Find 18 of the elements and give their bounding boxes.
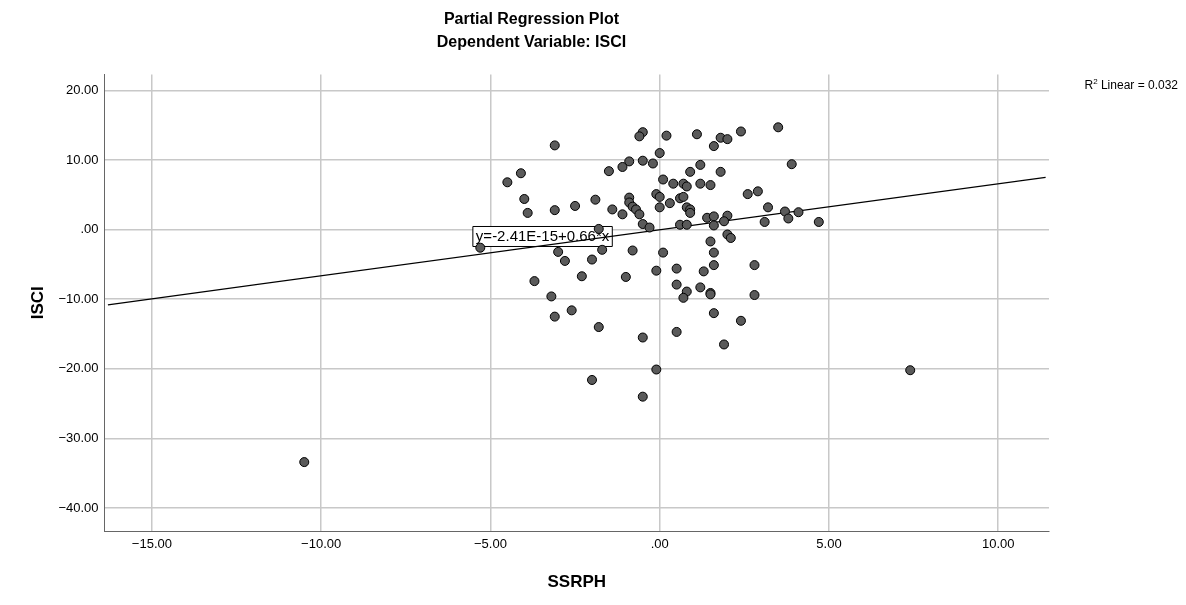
x-tick-label: −10.00 <box>301 536 342 552</box>
x-tick-label: 10.00 <box>981 536 1015 552</box>
y-tick-label: .00 <box>80 221 99 237</box>
x-tick-label: −15.00 <box>131 536 172 552</box>
x-tick-label: .00 <box>650 536 669 552</box>
x-tick-label: −5.00 <box>473 536 507 552</box>
x-axis-title: SSRPH <box>547 572 607 592</box>
y-tick-label: −40.00 <box>58 499 99 515</box>
y-tick-label: −20.00 <box>58 360 99 376</box>
chart-title: Partial Regression Plot <box>443 10 620 28</box>
annotation: y=-2.41E-15+0.66*x <box>475 226 610 244</box>
x-tick-label: 5.00 <box>816 536 842 552</box>
y-tick-label: −10.00 <box>58 290 99 306</box>
y-tick-label: 20.00 <box>65 81 99 97</box>
y-tick-label: 10.00 <box>65 151 99 167</box>
chart-subtitle: Dependent Variable: ISCI <box>436 33 627 51</box>
y-tick-label: −30.00 <box>58 430 99 446</box>
y-axis-title: ISCI <box>27 286 47 320</box>
